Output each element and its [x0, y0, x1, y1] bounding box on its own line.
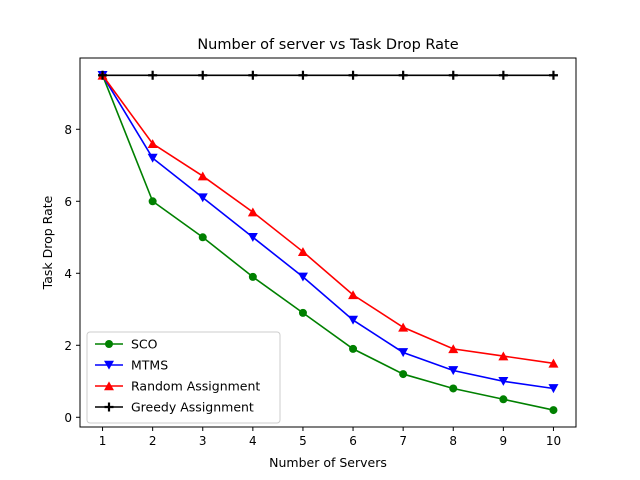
series-line-random-assignment	[101, 74, 554, 365]
legend-label-greedy-assignment: Greedy Assignment	[131, 400, 254, 415]
chart-title: Number of server vs Task Drop Rate	[197, 37, 458, 53]
data-point-greedy-assignment	[548, 70, 558, 80]
legend-label-random-assignment: Random Assignment	[131, 379, 260, 394]
legend-marker-greedy-assignment	[104, 402, 114, 412]
plot-frame	[79, 57, 577, 428]
data-point-sco	[298, 308, 307, 317]
data-point-random-assignment	[247, 207, 258, 217]
x-tick-label: 2	[149, 434, 157, 448]
data-point-sco	[549, 406, 558, 415]
data-point-random-assignment	[348, 290, 359, 300]
data-point-greedy-assignment	[98, 70, 108, 80]
data-point-mtms	[247, 232, 258, 242]
data-point-sco	[198, 233, 207, 242]
data-point-sco	[148, 197, 157, 206]
x-tick-label: 9	[500, 434, 508, 448]
series-greedy-assignment	[98, 70, 558, 80]
data-point-mtms	[548, 384, 559, 394]
data-point-random-assignment	[398, 322, 409, 332]
legend: SCO MTMS Random Assignment Greedy Assignmen…	[86, 331, 281, 424]
data-point-greedy-assignment	[148, 70, 158, 80]
legend-label-mtms: MTMS	[131, 358, 168, 373]
legend-box	[86, 331, 281, 424]
legend-item-random-assignment: Random Assignment	[95, 379, 260, 394]
data-point-random-assignment	[147, 139, 158, 148]
data-point-greedy-assignment	[448, 70, 458, 80]
series-line-sco	[101, 74, 554, 411]
data-point-mtms	[448, 366, 459, 376]
legend-item-sco: SCO	[95, 337, 158, 352]
legend-item-greedy-assignment: Greedy Assignment	[95, 400, 254, 415]
x-tick-label: 7	[399, 434, 407, 448]
data-point-sco	[449, 384, 458, 393]
x-tick-label: 5	[299, 434, 307, 448]
y-tick-label: 4	[64, 267, 72, 281]
data-point-greedy-assignment	[348, 70, 358, 80]
series-random-assignment	[97, 70, 559, 368]
data-point-mtms	[498, 376, 509, 386]
data-point-mtms	[297, 272, 308, 282]
x-axis-label: Number of Servers	[269, 455, 387, 470]
x-tick-label: 8	[449, 434, 457, 448]
data-point-greedy-assignment	[198, 70, 208, 80]
series-mtms	[97, 70, 559, 394]
data-point-mtms	[348, 315, 359, 325]
data-point-random-assignment	[297, 247, 308, 256]
data-point-sco	[248, 272, 257, 281]
data-point-sco	[499, 395, 508, 404]
data-point-greedy-assignment	[248, 70, 258, 80]
data-point-random-assignment	[448, 344, 459, 354]
y-axis-label: Task Drop Rate	[40, 195, 55, 290]
x-tick-label: 1	[99, 434, 107, 448]
data-point-greedy-assignment	[398, 70, 408, 80]
y-tick-label: 2	[64, 339, 72, 353]
data-point-mtms	[147, 153, 158, 163]
data-point-random-assignment	[498, 351, 509, 361]
data-point-mtms	[197, 193, 208, 203]
x-tick-label: 6	[349, 434, 357, 448]
legend-marker-random-assignment	[104, 381, 114, 391]
data-point-mtms	[398, 348, 409, 358]
y-tick-label: 0	[64, 411, 72, 425]
legend-marker-sco	[105, 340, 113, 348]
data-point-random-assignment	[197, 171, 208, 181]
legend-marker-mtms	[104, 360, 114, 370]
x-tick-label: 3	[199, 434, 207, 448]
data-point-sco	[349, 344, 358, 353]
series-line-mtms	[101, 74, 554, 390]
data-point-greedy-assignment	[298, 70, 308, 80]
x-tick-label: 4	[249, 434, 257, 448]
data-point-sco	[399, 370, 408, 379]
legend-label-sco: SCO	[131, 337, 158, 352]
data-point-random-assignment	[548, 358, 559, 368]
legend-item-mtms: MTMS	[95, 358, 168, 373]
y-tick-label: 8	[64, 123, 72, 137]
y-tick-label: 6	[64, 195, 72, 209]
series-sco	[98, 71, 558, 415]
x-tick-label: 10	[546, 434, 561, 448]
data-point-greedy-assignment	[498, 70, 508, 80]
